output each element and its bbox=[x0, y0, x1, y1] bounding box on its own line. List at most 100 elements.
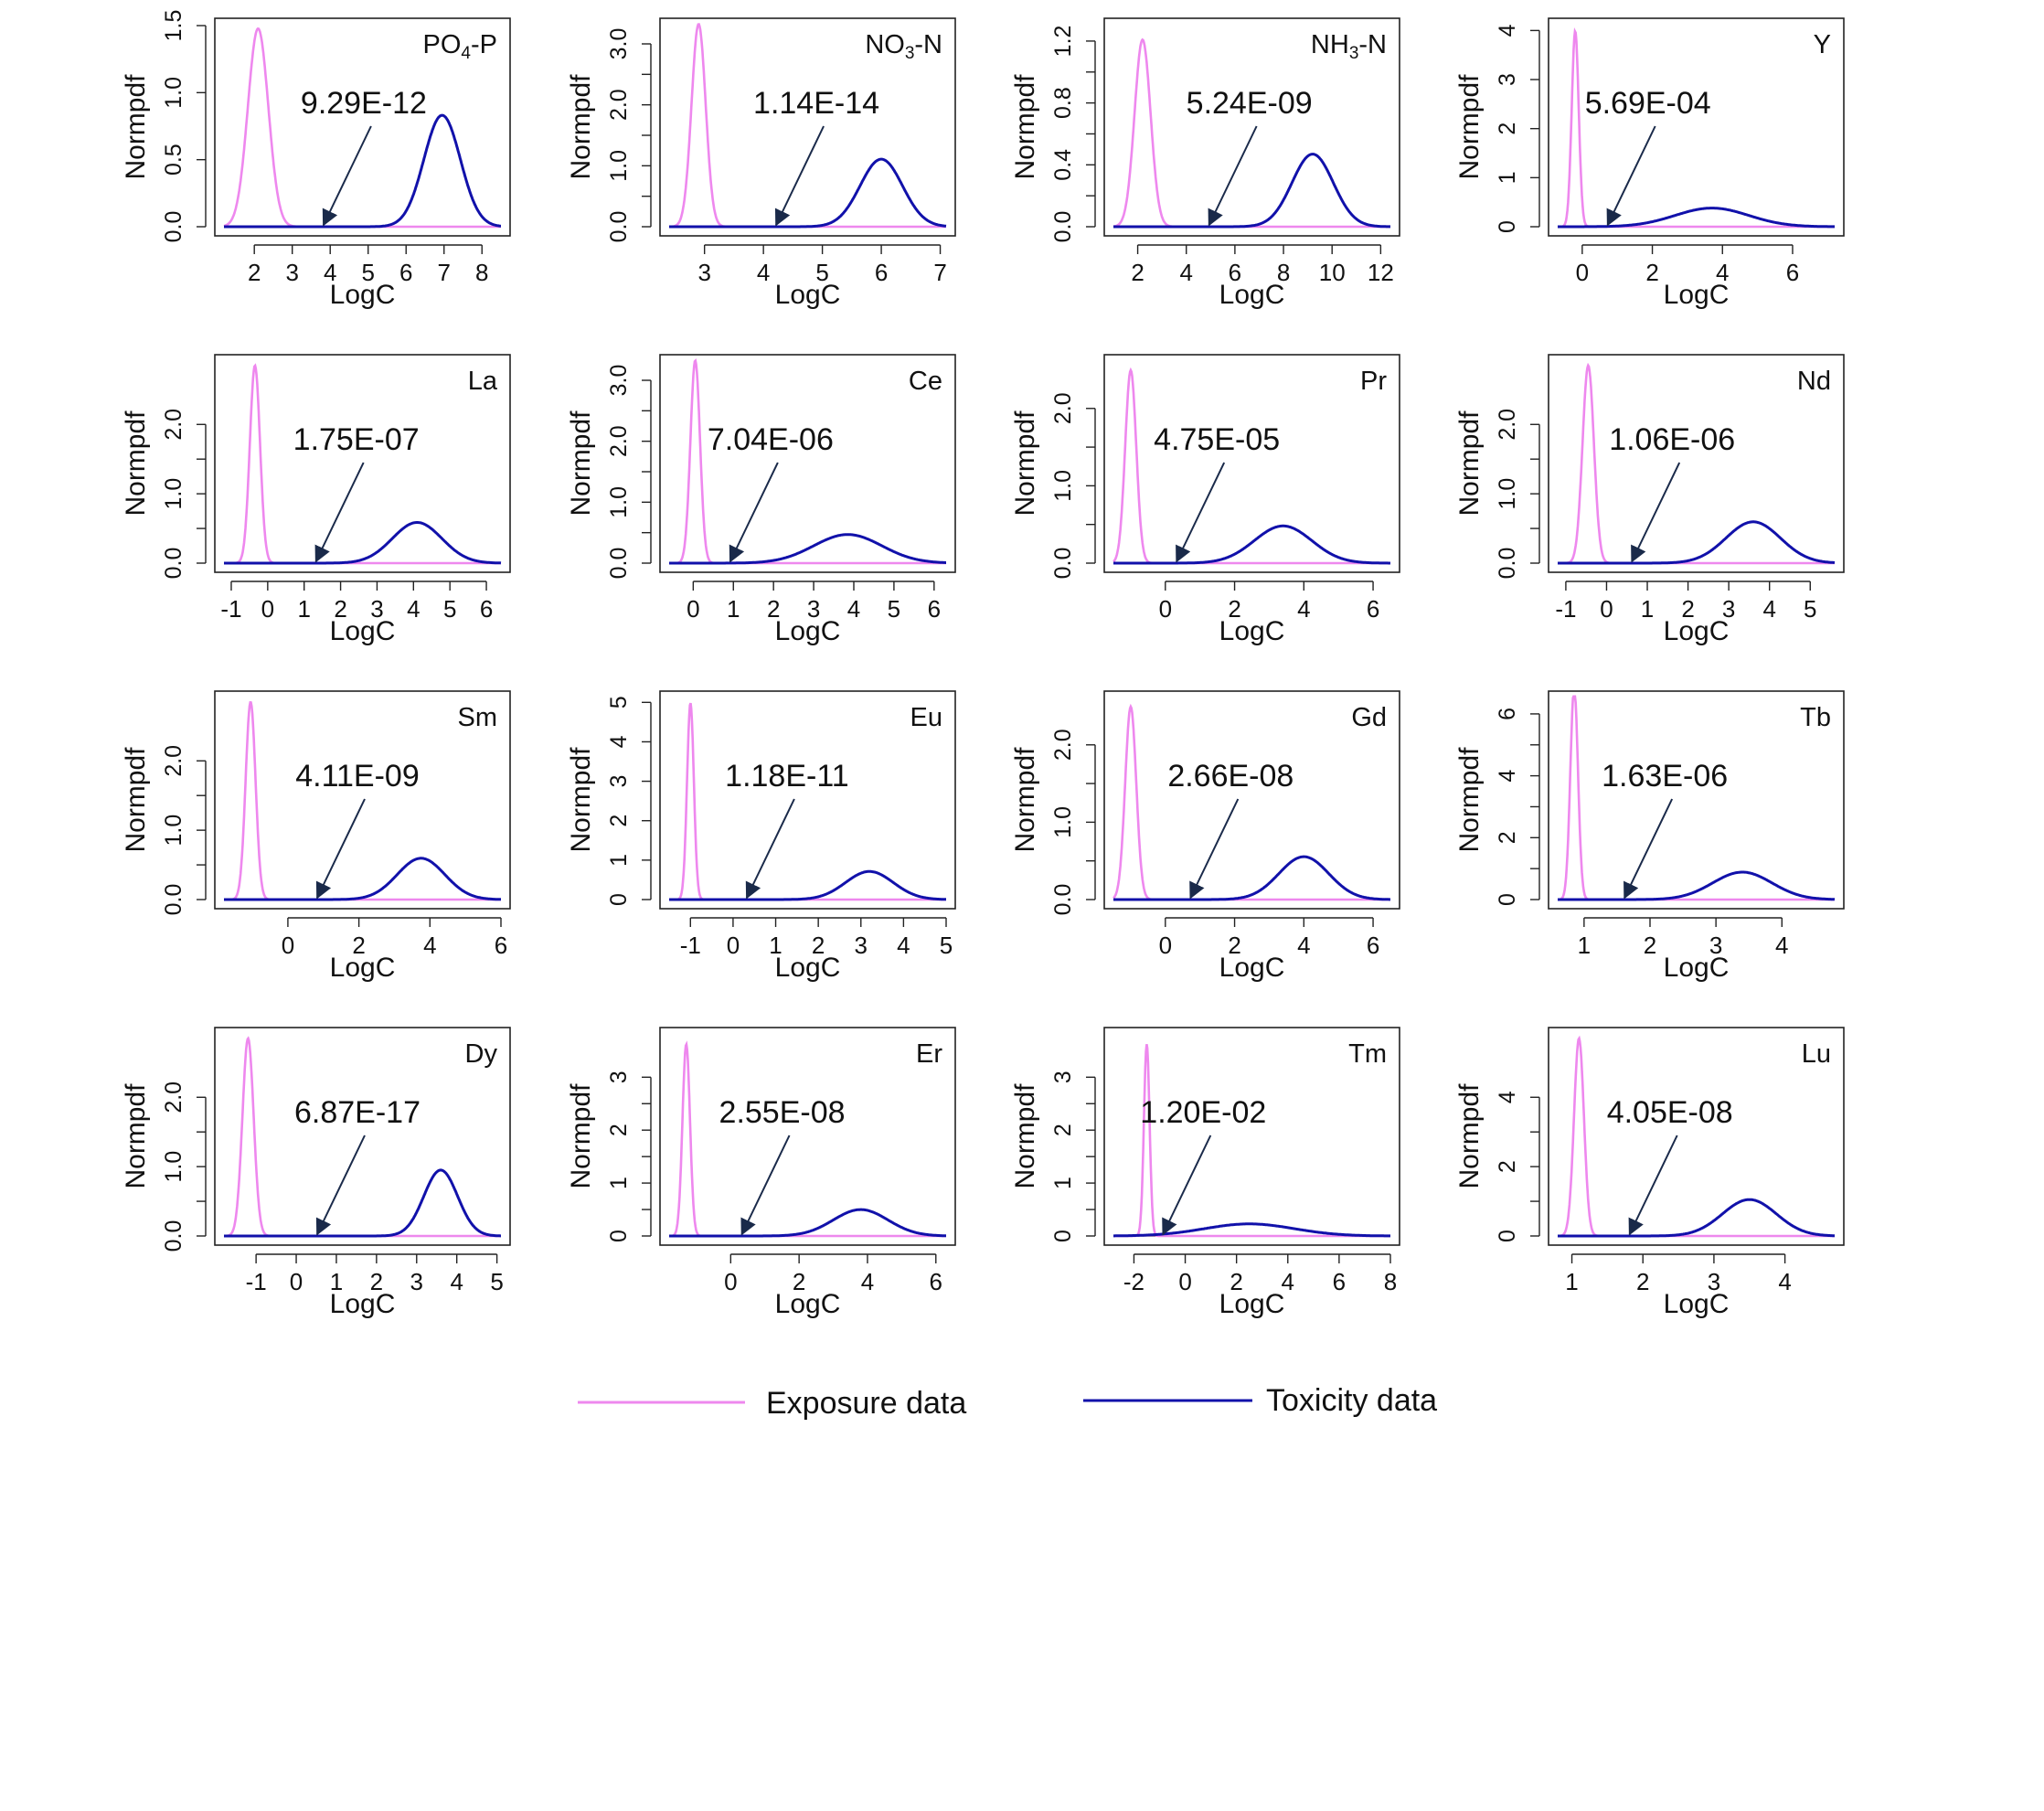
x-tick-label: 4 bbox=[897, 932, 910, 959]
y-axis-title: Normpdf bbox=[566, 410, 596, 517]
plot-frame bbox=[1548, 17, 1845, 237]
y-tick-label: 2.0 bbox=[1050, 729, 1076, 761]
x-axis-title: LogC bbox=[775, 616, 841, 646]
plot-frame bbox=[214, 354, 511, 573]
y-tick-label: 0.0 bbox=[606, 211, 632, 243]
panel-no3-n: 3 4 5 6 7 LogC 0.0 1.0 2.0 3.0 Normpdf NO3-N 1.14E-1… bbox=[566, 17, 956, 310]
x-tick-label: 4 bbox=[861, 1268, 874, 1295]
annotation-arrow bbox=[322, 125, 372, 227]
x-tick-label: 6 bbox=[930, 1268, 942, 1295]
x-tick-label: 4 bbox=[423, 932, 436, 959]
x-tick-label: 4 bbox=[1282, 1268, 1294, 1295]
y-tick-label: 0.4 bbox=[1050, 149, 1076, 181]
exposure-curve bbox=[669, 1040, 946, 1238]
x-axis-title: LogC bbox=[1219, 616, 1285, 646]
plot-frame bbox=[1548, 354, 1845, 573]
y-axis-title: Normpdf bbox=[1010, 1083, 1040, 1189]
exposure-curve bbox=[1112, 367, 1390, 565]
x-tick-label: 1 bbox=[769, 932, 782, 959]
x-tick-label: 5 bbox=[888, 595, 900, 623]
toxicity-curve bbox=[224, 113, 501, 229]
x-tick-label: 0 bbox=[1178, 1268, 1191, 1295]
y-axis-title: Normpdf bbox=[121, 410, 151, 517]
x-tick-label: 4 bbox=[757, 259, 770, 286]
y-tick-label: 1 bbox=[606, 1177, 632, 1189]
x-tick-label: 3 bbox=[410, 1268, 423, 1295]
x-tick-label: 2 bbox=[352, 932, 365, 959]
y-axis-title: Normpdf bbox=[121, 1083, 151, 1189]
x-axis-title: LogC bbox=[1664, 280, 1730, 310]
panel-title: NH3-N bbox=[1311, 30, 1387, 63]
probability-label: 1.20E-02 bbox=[1140, 1095, 1266, 1130]
x-tick-label: 6 bbox=[928, 595, 941, 623]
x-tick-label: 2 bbox=[812, 932, 825, 959]
y-tick-label: 0 bbox=[1495, 893, 1520, 906]
x-tick-label: 1 bbox=[1641, 595, 1654, 623]
x-tick-label: 0 bbox=[290, 1268, 303, 1295]
x-tick-label: 3 bbox=[1709, 932, 1722, 959]
x-tick-label: 2 bbox=[793, 1268, 805, 1295]
y-tick-label: 3.0 bbox=[606, 28, 632, 60]
x-tick-label: 6 bbox=[399, 259, 412, 286]
panel-pr: 0 2 4 6 LogC 0.0 1.0 2.0 Normpdf Pr 4.75E-05 bbox=[1010, 354, 1400, 646]
y-tick-label: 2 bbox=[1495, 831, 1520, 844]
x-tick-label: 1 bbox=[297, 595, 310, 623]
panel-grid: 2 3 4 5 6 7 8LogC0.00.51.01.5NormpdfPO4-P9.29E… bbox=[121, 10, 1845, 1319]
panel-ce: 0 1 2 3 4 5 6 LogC 0.0 1.0 2.0 3.0 Normpdf Ce 7.04E-06 bbox=[566, 354, 956, 646]
exposure-curve bbox=[1558, 1035, 1835, 1238]
y-tick-label: 4 bbox=[606, 735, 632, 748]
x-tick-label: 5 bbox=[443, 595, 456, 623]
x-tick-label: 6 bbox=[1229, 259, 1241, 286]
plot-frame bbox=[1548, 1027, 1845, 1246]
probability-label: 1.18E-11 bbox=[725, 759, 848, 794]
x-axis-title: LogC bbox=[1219, 280, 1285, 310]
x-axis-title: LogC bbox=[1219, 1289, 1285, 1319]
x-tick-label: 3 bbox=[285, 259, 298, 286]
x-tick-label: 2 bbox=[1230, 1268, 1242, 1295]
exposure-curve bbox=[224, 1036, 501, 1238]
panel-title: Eu bbox=[910, 703, 942, 732]
exposure-curve bbox=[669, 702, 946, 901]
panel-title: Tm bbox=[1348, 1039, 1387, 1069]
y-tick-label: 0 bbox=[1495, 220, 1520, 233]
probability-label: 6.87E-17 bbox=[294, 1095, 421, 1130]
x-axis-title: LogC bbox=[775, 953, 841, 983]
x-tick-label: 3 bbox=[807, 595, 820, 623]
y-tick-label: 1.0 bbox=[161, 815, 186, 847]
y-axis-title: Normpdf bbox=[1454, 410, 1485, 517]
x-axis-title: LogC bbox=[1664, 616, 1730, 646]
plot-frame bbox=[1548, 690, 1845, 910]
y-tick-label: 0.0 bbox=[1050, 548, 1076, 580]
toxicity-curve bbox=[1558, 207, 1835, 229]
annotation-arrow bbox=[315, 1135, 366, 1236]
x-tick-label: 6 bbox=[1786, 259, 1799, 286]
x-tick-label: 12 bbox=[1368, 259, 1394, 286]
probability-label: 9.29E-12 bbox=[301, 86, 427, 121]
probability-label: 4.11E-09 bbox=[295, 759, 419, 794]
toxicity-curve bbox=[1113, 855, 1390, 901]
y-tick-label: 0 bbox=[606, 893, 632, 906]
x-tick-label: 6 bbox=[1367, 932, 1379, 959]
panel-title: Ce bbox=[909, 367, 942, 396]
annotation-arrow bbox=[729, 462, 779, 563]
y-axis-title: Normpdf bbox=[1010, 74, 1040, 180]
y-tick-label: 1.0 bbox=[606, 150, 632, 182]
x-tick-label: 5 bbox=[815, 259, 828, 286]
y-tick-label: 2 bbox=[1495, 123, 1520, 135]
x-tick-label: 6 bbox=[1367, 595, 1379, 623]
panel-title: La bbox=[468, 367, 498, 396]
panel-sm: 0 2 4 6 LogC 0.0 1.0 2.0 Normpdf Sm 4.11E-09 bbox=[121, 690, 511, 983]
toxicity-curve bbox=[1558, 870, 1836, 901]
y-tick-label: 4 bbox=[1495, 24, 1520, 37]
panel-po4-p: 2 3 4 5 6 7 8 LogC 0.0 0.5 1.0 1.5 Normpdf PO4-P 9.29E… bbox=[121, 10, 511, 310]
toxicity-curve bbox=[1113, 524, 1390, 565]
toxicity-curve bbox=[669, 157, 947, 229]
x-tick-label: 4 bbox=[450, 1268, 463, 1295]
x-tick-label: 0 bbox=[261, 595, 274, 623]
y-tick-label: 2 bbox=[606, 1124, 632, 1136]
x-tick-label: 2 bbox=[334, 595, 346, 623]
x-tick-label: -2 bbox=[1123, 1268, 1144, 1295]
annotation-arrow bbox=[1176, 462, 1226, 563]
y-tick-label: 4 bbox=[1495, 1091, 1520, 1103]
y-tick-label: 1.0 bbox=[1495, 478, 1520, 510]
